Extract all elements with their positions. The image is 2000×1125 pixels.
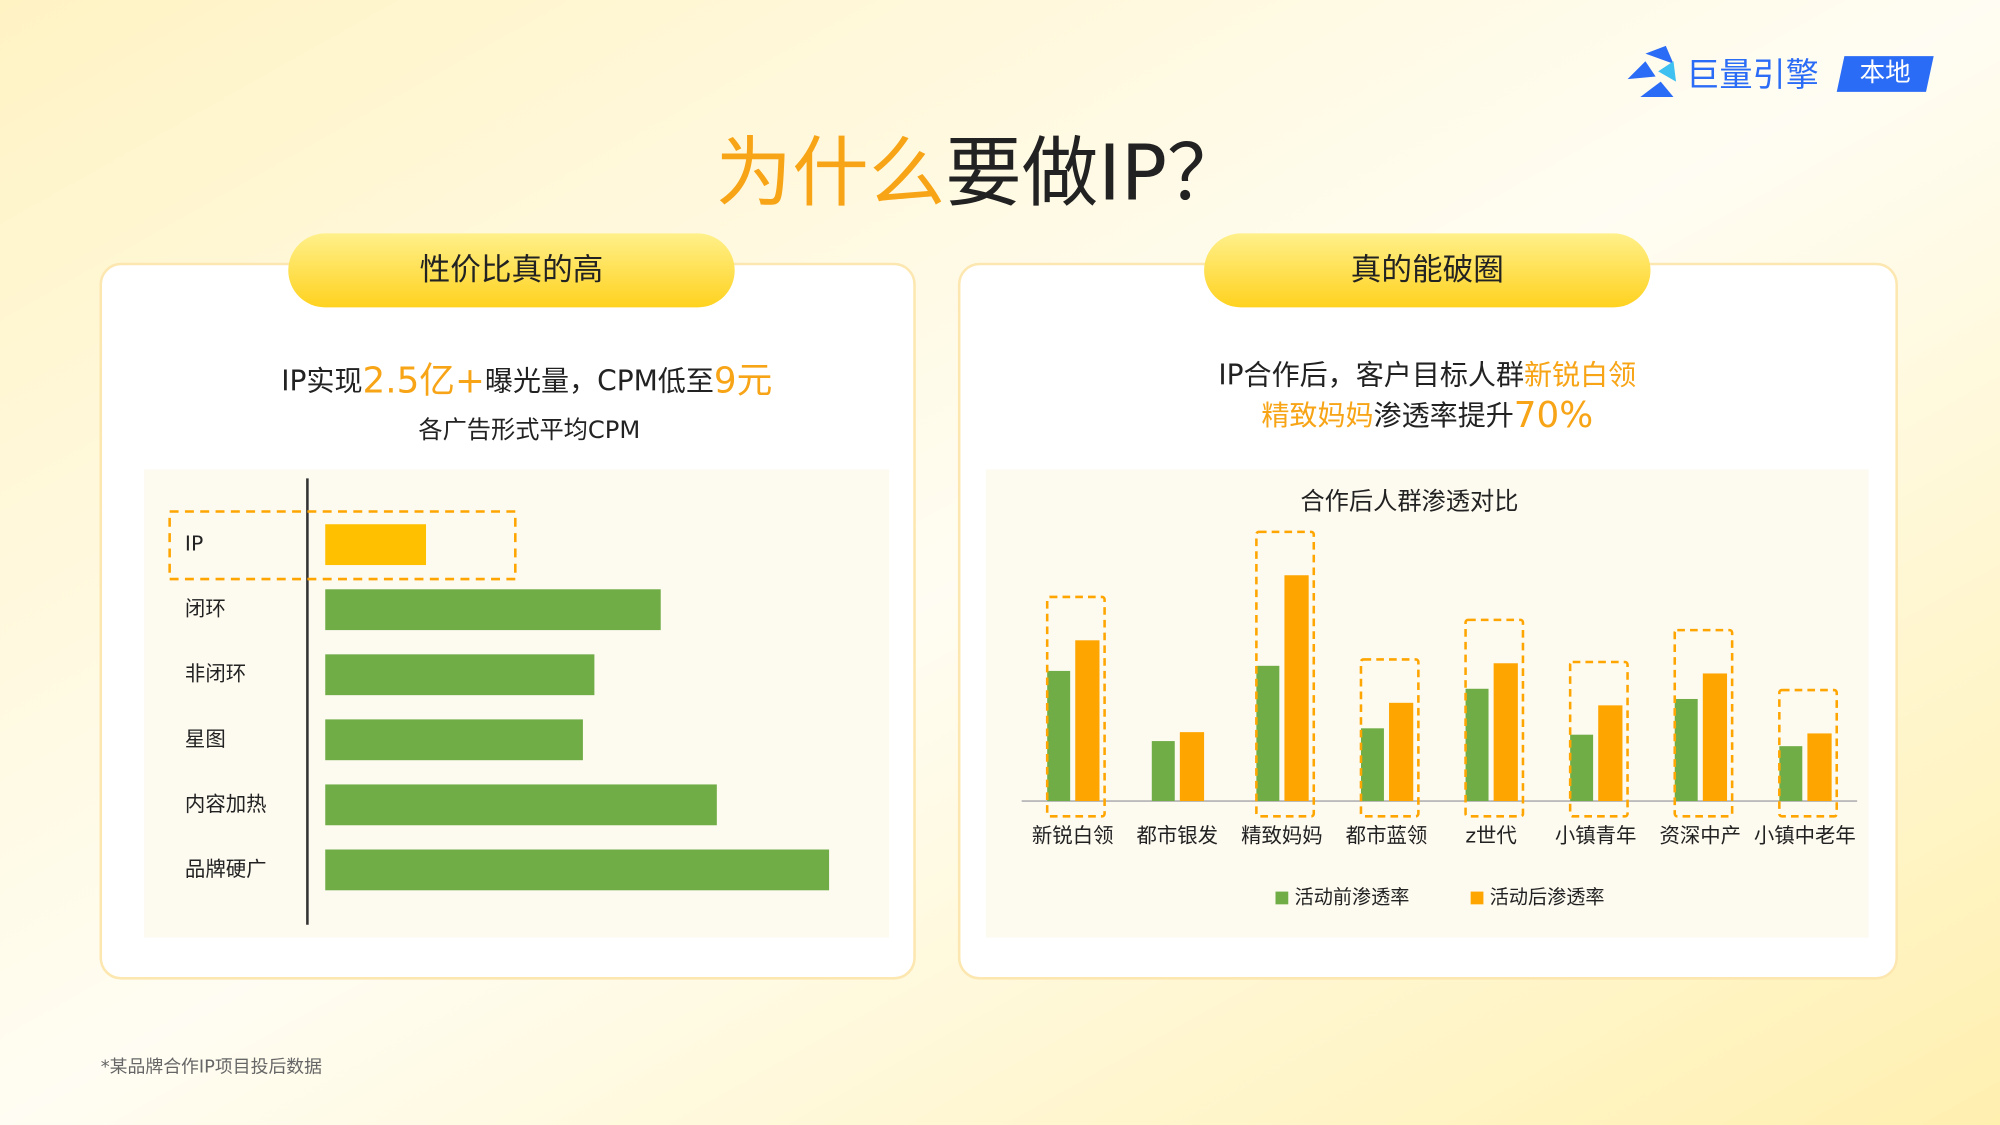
subtitle-part: 精致妈妈 xyxy=(1261,399,1373,432)
category-label: 非闭环 xyxy=(185,662,246,686)
category-label: 品牌硬广 xyxy=(185,857,267,881)
subtitle-part: IP实现 xyxy=(281,365,362,398)
bar xyxy=(1256,665,1280,802)
category-label: 星图 xyxy=(185,727,226,751)
bar xyxy=(1151,741,1175,802)
panel-title: 性价比真的高 xyxy=(420,253,604,288)
bar xyxy=(1493,663,1518,802)
bar xyxy=(1389,702,1414,802)
bar xyxy=(1674,698,1698,802)
title-part: 为什么 xyxy=(716,130,946,219)
page-title: 为什么要做IP？ xyxy=(716,130,1244,219)
highlight-box xyxy=(1359,658,1420,818)
category-label: z世代 xyxy=(1465,824,1516,848)
highlight-box xyxy=(1255,530,1316,818)
subtitle-part: 2.5亿+ xyxy=(363,361,485,402)
bar xyxy=(325,589,661,631)
subtitle-part: 9元 xyxy=(714,361,772,402)
bar xyxy=(1570,734,1594,802)
logo-badge: 本地 xyxy=(1860,58,1911,88)
category-label: 资深中产 xyxy=(1659,824,1741,848)
category-label: 小镇青年 xyxy=(1555,824,1637,848)
highlight-box xyxy=(168,510,517,581)
category-label: 小镇中老年 xyxy=(1754,824,1856,848)
subtitle-part: 曝光量，CPM低至 xyxy=(485,365,714,398)
bar xyxy=(325,849,830,891)
bar xyxy=(1779,746,1803,802)
panel-title-pill xyxy=(1204,233,1651,308)
highlight-box xyxy=(1464,618,1525,818)
logo: 巨量引擎 本地 xyxy=(1627,45,1934,97)
legend-swatch xyxy=(1275,891,1289,905)
legend-label: 活动前渗透率 xyxy=(1295,885,1410,908)
subtitle: 精致妈妈渗透率提升70% xyxy=(1261,395,1593,436)
chart-title: 合作后人群渗透对比 xyxy=(1300,488,1518,516)
logo-name: 巨量引擎 xyxy=(1686,55,1819,94)
bar xyxy=(325,524,427,566)
subtitle-part: IP合作后，客户目标人群 xyxy=(1218,358,1524,391)
bar xyxy=(1465,688,1489,802)
subtitle: IP实现2.5亿+曝光量，CPM低至9元 xyxy=(281,361,772,402)
bar xyxy=(1598,705,1623,802)
panel-title-pill xyxy=(288,233,735,308)
bar xyxy=(325,654,595,696)
category-label: 闭环 xyxy=(185,597,226,621)
bar xyxy=(1360,728,1384,802)
panel-title: 真的能破圈 xyxy=(1351,253,1504,288)
category-label: 都市银发 xyxy=(1137,824,1219,848)
bar xyxy=(1807,733,1832,802)
bar xyxy=(325,784,717,826)
category-label: 精致妈妈 xyxy=(1241,824,1323,848)
bar xyxy=(1047,670,1071,802)
subtitle-part: 渗透率提升 xyxy=(1374,399,1514,432)
bar xyxy=(1075,640,1100,802)
highlight-box xyxy=(1778,688,1839,818)
highlight-box xyxy=(1045,595,1106,818)
legend-label: 活动后渗透率 xyxy=(1490,885,1605,908)
legend-swatch xyxy=(1470,891,1484,905)
category-label: 内容加热 xyxy=(185,792,267,816)
footnote: *某品牌合作IP项目投后数据 xyxy=(101,1057,322,1078)
subtitle-part: 新锐白领 xyxy=(1524,358,1636,391)
category-label: 都市蓝领 xyxy=(1346,824,1428,848)
chart-title: 各广告形式平均CPM xyxy=(418,416,640,444)
category-label: 新锐白领 xyxy=(1032,824,1114,848)
highlight-box xyxy=(1568,660,1629,818)
highlight-box xyxy=(1673,628,1734,818)
bar xyxy=(1179,732,1205,802)
subtitle: IP合作后，客户目标人群新锐白领 xyxy=(1218,358,1636,391)
category-label: IP xyxy=(185,532,203,556)
subtitle-part: 70% xyxy=(1514,395,1593,436)
title-part: 要做IP？ xyxy=(945,130,1243,219)
bar xyxy=(1702,673,1728,802)
chart-area xyxy=(985,469,1869,938)
bar xyxy=(325,719,583,761)
bar xyxy=(1284,575,1309,802)
